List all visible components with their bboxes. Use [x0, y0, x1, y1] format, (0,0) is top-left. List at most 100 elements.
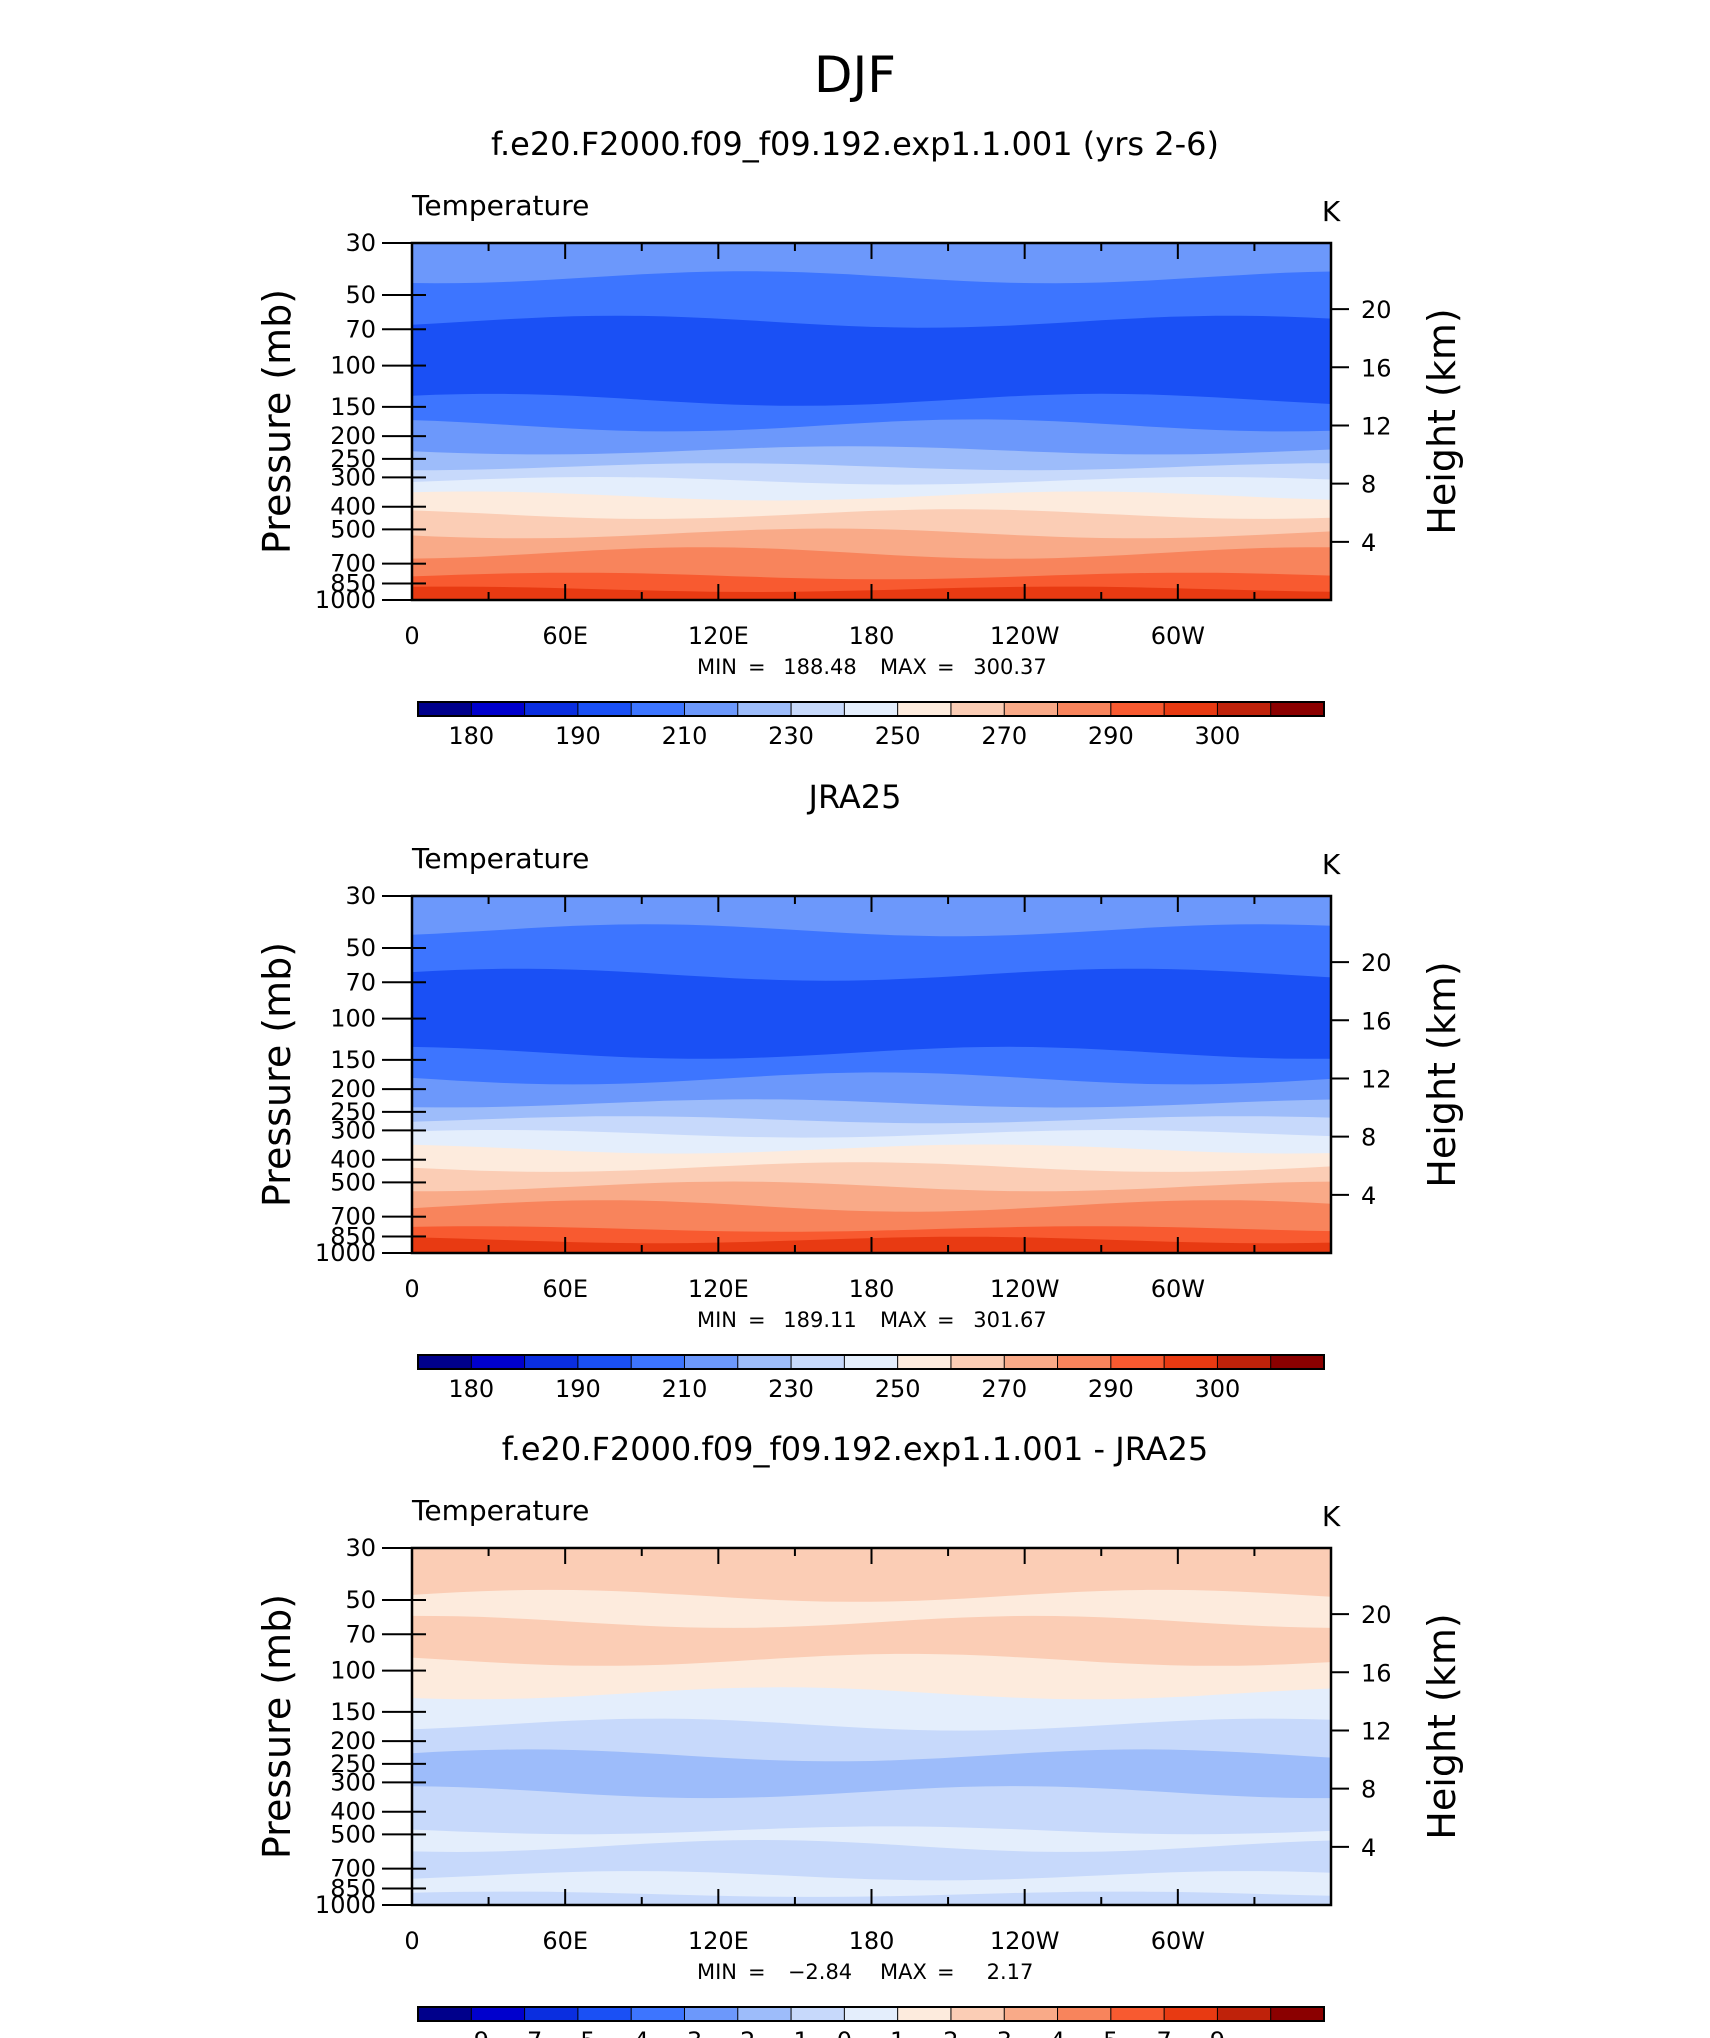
figure-title: DJF [814, 46, 896, 104]
y-tick-label: 500 [330, 515, 376, 543]
y2-tick-label: 8 [1361, 1124, 1376, 1152]
colorbar-swatch [1163, 2006, 1219, 2022]
variable-label: Temperature [411, 1494, 589, 1527]
min-equals: = [748, 655, 766, 679]
colorbar-swatch [1003, 2006, 1059, 2022]
y-tick-label: 300 [330, 1768, 376, 1796]
y-axis-title: Pressure (mb) [255, 1594, 299, 1859]
y2-tick-label: 12 [1361, 412, 1392, 440]
colorbar-label: 180 [448, 722, 494, 750]
colorbar-swatch [1110, 2006, 1166, 2022]
y2-tick-label: 20 [1361, 949, 1392, 977]
colorbar-swatch [1057, 2006, 1112, 2022]
colorbar-label: 290 [1088, 722, 1134, 750]
colorbar-label: 270 [981, 722, 1027, 750]
colorbar-label: 190 [555, 722, 601, 750]
colorbar-swatch [417, 1354, 473, 1370]
y-tick-label: 400 [330, 493, 376, 521]
y2-tick-label: 16 [1361, 354, 1392, 382]
y-tick-label: 1000 [315, 1891, 376, 1919]
y-tick-label: 30 [345, 1534, 376, 1562]
colorbar-swatch [1216, 1354, 1272, 1370]
colorbar-swatch [950, 1354, 1006, 1370]
y-tick-label: 250 [330, 1098, 376, 1126]
max-value: 301.67 [973, 1308, 1046, 1332]
y2-tick-label: 12 [1361, 1717, 1392, 1745]
colorbar-swatch [630, 1354, 686, 1370]
y-tick-label: 100 [330, 352, 376, 380]
colorbar-swatch [843, 1354, 899, 1370]
colorbar-swatch [897, 1354, 952, 1370]
y-tick-label: 50 [345, 281, 376, 309]
colorbar-label: 3 [997, 2027, 1012, 2038]
colorbar-swatch [1110, 701, 1166, 717]
min-label: MIN [697, 1960, 737, 1984]
colorbar-label: 1 [890, 2027, 905, 2038]
y-tick-label: 200 [330, 1075, 376, 1103]
units-label: K [1322, 195, 1341, 228]
max-equals: = [937, 1308, 955, 1332]
min-equals: = [748, 1308, 766, 1332]
colorbar-swatch [790, 701, 846, 717]
panel-1: f.e20.F2000.f09_f09.192.exp1.1.001 (yrs … [255, 125, 1464, 750]
y2-tick-label: 4 [1361, 1182, 1376, 1210]
colorbar-label: 250 [875, 1375, 921, 1403]
colorbar-swatch [1057, 1354, 1112, 1370]
colorbar-swatch [577, 1354, 633, 1370]
max-label: MAX [880, 1960, 927, 1984]
y-tick-label: 30 [345, 229, 376, 257]
y-tick-label: 850 [330, 1874, 376, 1902]
y-tick-label: 300 [330, 1116, 376, 1144]
y-tick-label: 700 [330, 1203, 376, 1231]
y-tick-label: 150 [330, 1046, 376, 1074]
y-tick-label: 200 [330, 1727, 376, 1755]
panel-title: JRA25 [807, 778, 902, 816]
y2-tick-label: 8 [1361, 1776, 1376, 1804]
x-tick-label: 120W [990, 1927, 1060, 1955]
y-tick-label: 400 [330, 1798, 376, 1826]
colorbar-label: −5 [560, 2027, 595, 2038]
variable-label: Temperature [411, 842, 589, 875]
min-equals: = [748, 1960, 766, 1984]
colorbar-swatch [470, 1354, 526, 1370]
y-tick-label: 150 [330, 1698, 376, 1726]
y-tick-label: 500 [330, 1820, 376, 1848]
y2-tick-label: 4 [1361, 1834, 1376, 1862]
contour-fill [412, 243, 1331, 600]
colorbar-swatch [1003, 701, 1059, 717]
colorbar-label: 2 [943, 2027, 958, 2038]
colorbar-label: 250 [875, 722, 921, 750]
y-tick-label: 70 [345, 315, 376, 343]
colorbar-swatch [630, 701, 686, 717]
colorbar-label: 230 [768, 1375, 814, 1403]
min-label: MIN [697, 655, 737, 679]
y-tick-label: 30 [345, 882, 376, 910]
x-tick-label: 60W [1151, 622, 1205, 650]
x-tick-label: 0 [404, 1275, 419, 1303]
colorbar-swatch [417, 2006, 473, 2022]
colorbar-swatch [1163, 701, 1219, 717]
x-tick-label: 120E [688, 622, 749, 650]
panel-2: JRA25 Temperature K 0 60E 120E 180 120W 60W 30 50 7… [255, 778, 1464, 1403]
colorbar-swatch [524, 1354, 579, 1370]
colorbar-swatch [1003, 1354, 1059, 1370]
colorbar-swatch [897, 701, 952, 717]
y-tick-label: 250 [330, 445, 376, 473]
x-tick-label: 60E [542, 622, 588, 650]
x-tick-label: 180 [849, 1927, 895, 1955]
y-tick-label: 1000 [315, 1239, 376, 1267]
min-value: −2.84 [788, 1960, 852, 1984]
colorbar-swatch [683, 701, 739, 717]
colorbar-swatch [470, 701, 526, 717]
panels: f.e20.F2000.f09_f09.192.exp1.1.001 (yrs … [255, 125, 1464, 2038]
y-axis-title: Pressure (mb) [255, 942, 299, 1207]
x-tick-label: 60W [1151, 1927, 1205, 1955]
colorbar-swatch [1270, 1354, 1326, 1370]
colorbar-label: −3 [667, 2027, 702, 2038]
x-tick-label: 120E [688, 1927, 749, 1955]
colorbar-swatch [737, 1354, 793, 1370]
colorbar-swatch [1216, 701, 1272, 717]
colorbar-label: 9 [1210, 2027, 1225, 2038]
colorbar-label: −4 [613, 2027, 648, 2038]
y2-axis-title: Height (km) [1420, 961, 1464, 1187]
